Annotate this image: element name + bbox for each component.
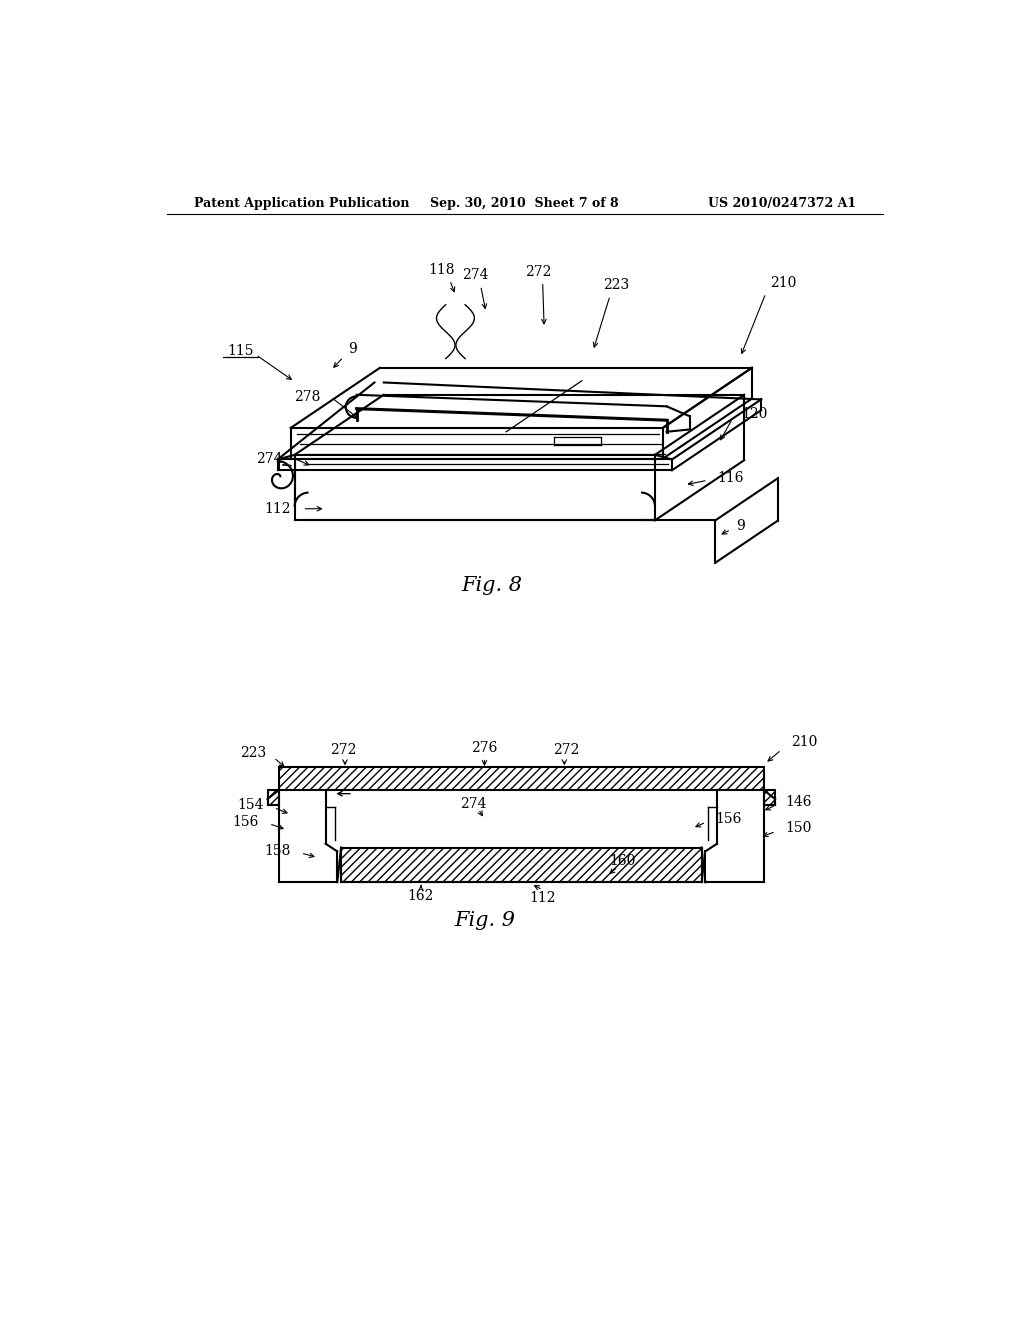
Text: 274: 274 (460, 797, 486, 810)
Text: 210: 210 (770, 276, 796, 290)
Text: 162: 162 (408, 890, 434, 903)
Text: Fig. 9: Fig. 9 (454, 911, 515, 931)
Bar (764, 789, 775, 805)
Bar (341, 847, 701, 882)
Bar (764, 789, 775, 805)
Text: Fig. 8: Fig. 8 (462, 577, 522, 595)
Text: 274: 274 (256, 451, 283, 466)
Text: 278: 278 (294, 391, 321, 404)
Text: 154: 154 (238, 799, 263, 812)
Bar (267, 789, 280, 805)
Text: 272: 272 (553, 743, 579, 756)
Text: 156: 156 (716, 812, 741, 826)
Bar (280, 767, 764, 789)
Bar (341, 847, 701, 882)
Text: 158: 158 (264, 845, 291, 858)
Text: 112: 112 (264, 502, 291, 516)
Text: 223: 223 (240, 746, 266, 760)
Text: 118: 118 (429, 263, 455, 277)
Text: 160: 160 (609, 854, 636, 867)
Text: 112: 112 (529, 891, 556, 904)
Text: 116: 116 (717, 471, 743, 484)
Text: 272: 272 (525, 265, 552, 280)
Text: 9: 9 (348, 342, 357, 356)
Text: US 2010/0247372 A1: US 2010/0247372 A1 (709, 197, 856, 210)
Text: 9: 9 (736, 520, 744, 533)
Text: 156: 156 (231, 816, 258, 829)
Text: 146: 146 (785, 795, 812, 809)
Bar (280, 767, 764, 789)
Bar (267, 789, 280, 805)
Text: 272: 272 (331, 743, 356, 756)
Text: 150: 150 (785, 821, 812, 836)
Text: 223: 223 (603, 279, 630, 293)
Text: 120: 120 (741, 407, 768, 421)
Text: 210: 210 (791, 735, 817, 748)
Text: 276: 276 (471, 742, 498, 755)
Text: Sep. 30, 2010  Sheet 7 of 8: Sep. 30, 2010 Sheet 7 of 8 (430, 197, 620, 210)
Text: Patent Application Publication: Patent Application Publication (194, 197, 410, 210)
Text: 274: 274 (462, 268, 488, 282)
Text: 115: 115 (227, 345, 254, 358)
